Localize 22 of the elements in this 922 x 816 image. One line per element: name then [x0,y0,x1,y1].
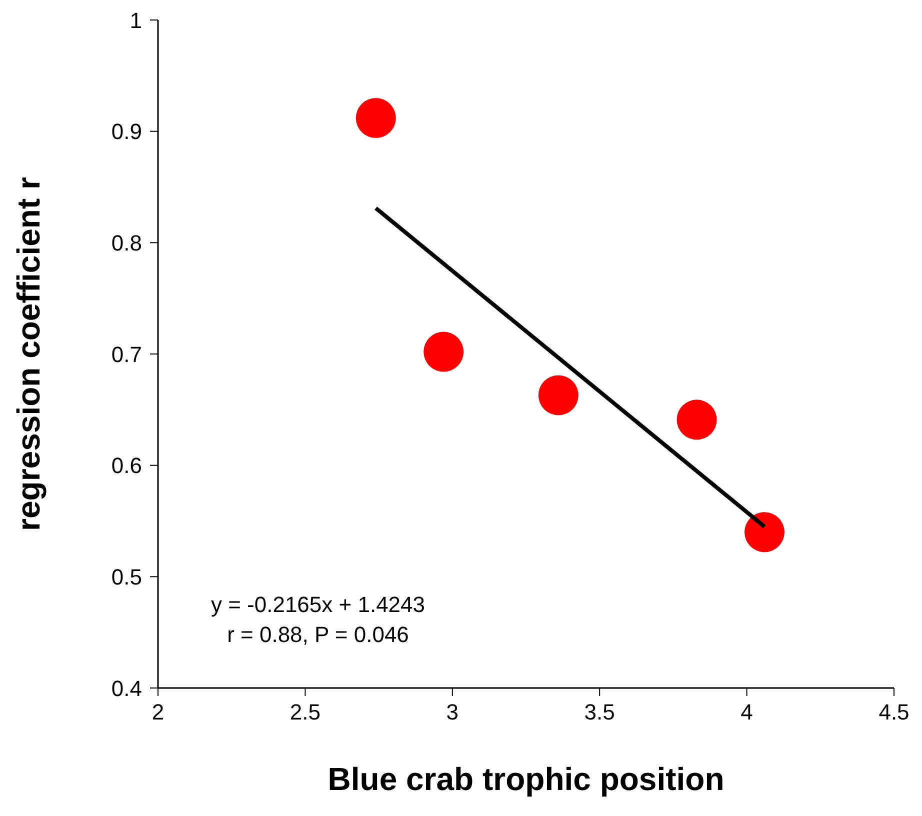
y-tick-label: 0.7 [111,342,142,367]
x-tick-label: 4.5 [878,700,910,725]
y-tick-label: 0.8 [111,230,142,256]
x-axis-title: Blue crab trophic position [328,761,724,797]
point [424,332,464,372]
y-tick-label: 0.4 [111,676,142,701]
y-tick-label: 0.5 [111,564,142,590]
y-axis-title: regression coefficient r [10,177,46,531]
annotation: r = 0.88, P = 0.046 [226,621,410,649]
annotation: y = -0.2165x + 1.4243 [210,591,426,619]
x-tick-label: 3.5 [584,700,615,725]
x-tick-label: 3 [446,700,459,725]
point [744,512,784,552]
y-tick-label: 0.9 [111,119,142,144]
point [356,98,396,138]
x-tick-label: 2 [152,700,164,725]
x-tick-label: 4 [740,700,753,725]
y-tick-label: 0.6 [111,453,142,478]
x-tick-label: 2.5 [290,700,320,725]
y-tick-label: 1 [130,8,142,33]
point [538,375,578,416]
point [676,400,717,440]
